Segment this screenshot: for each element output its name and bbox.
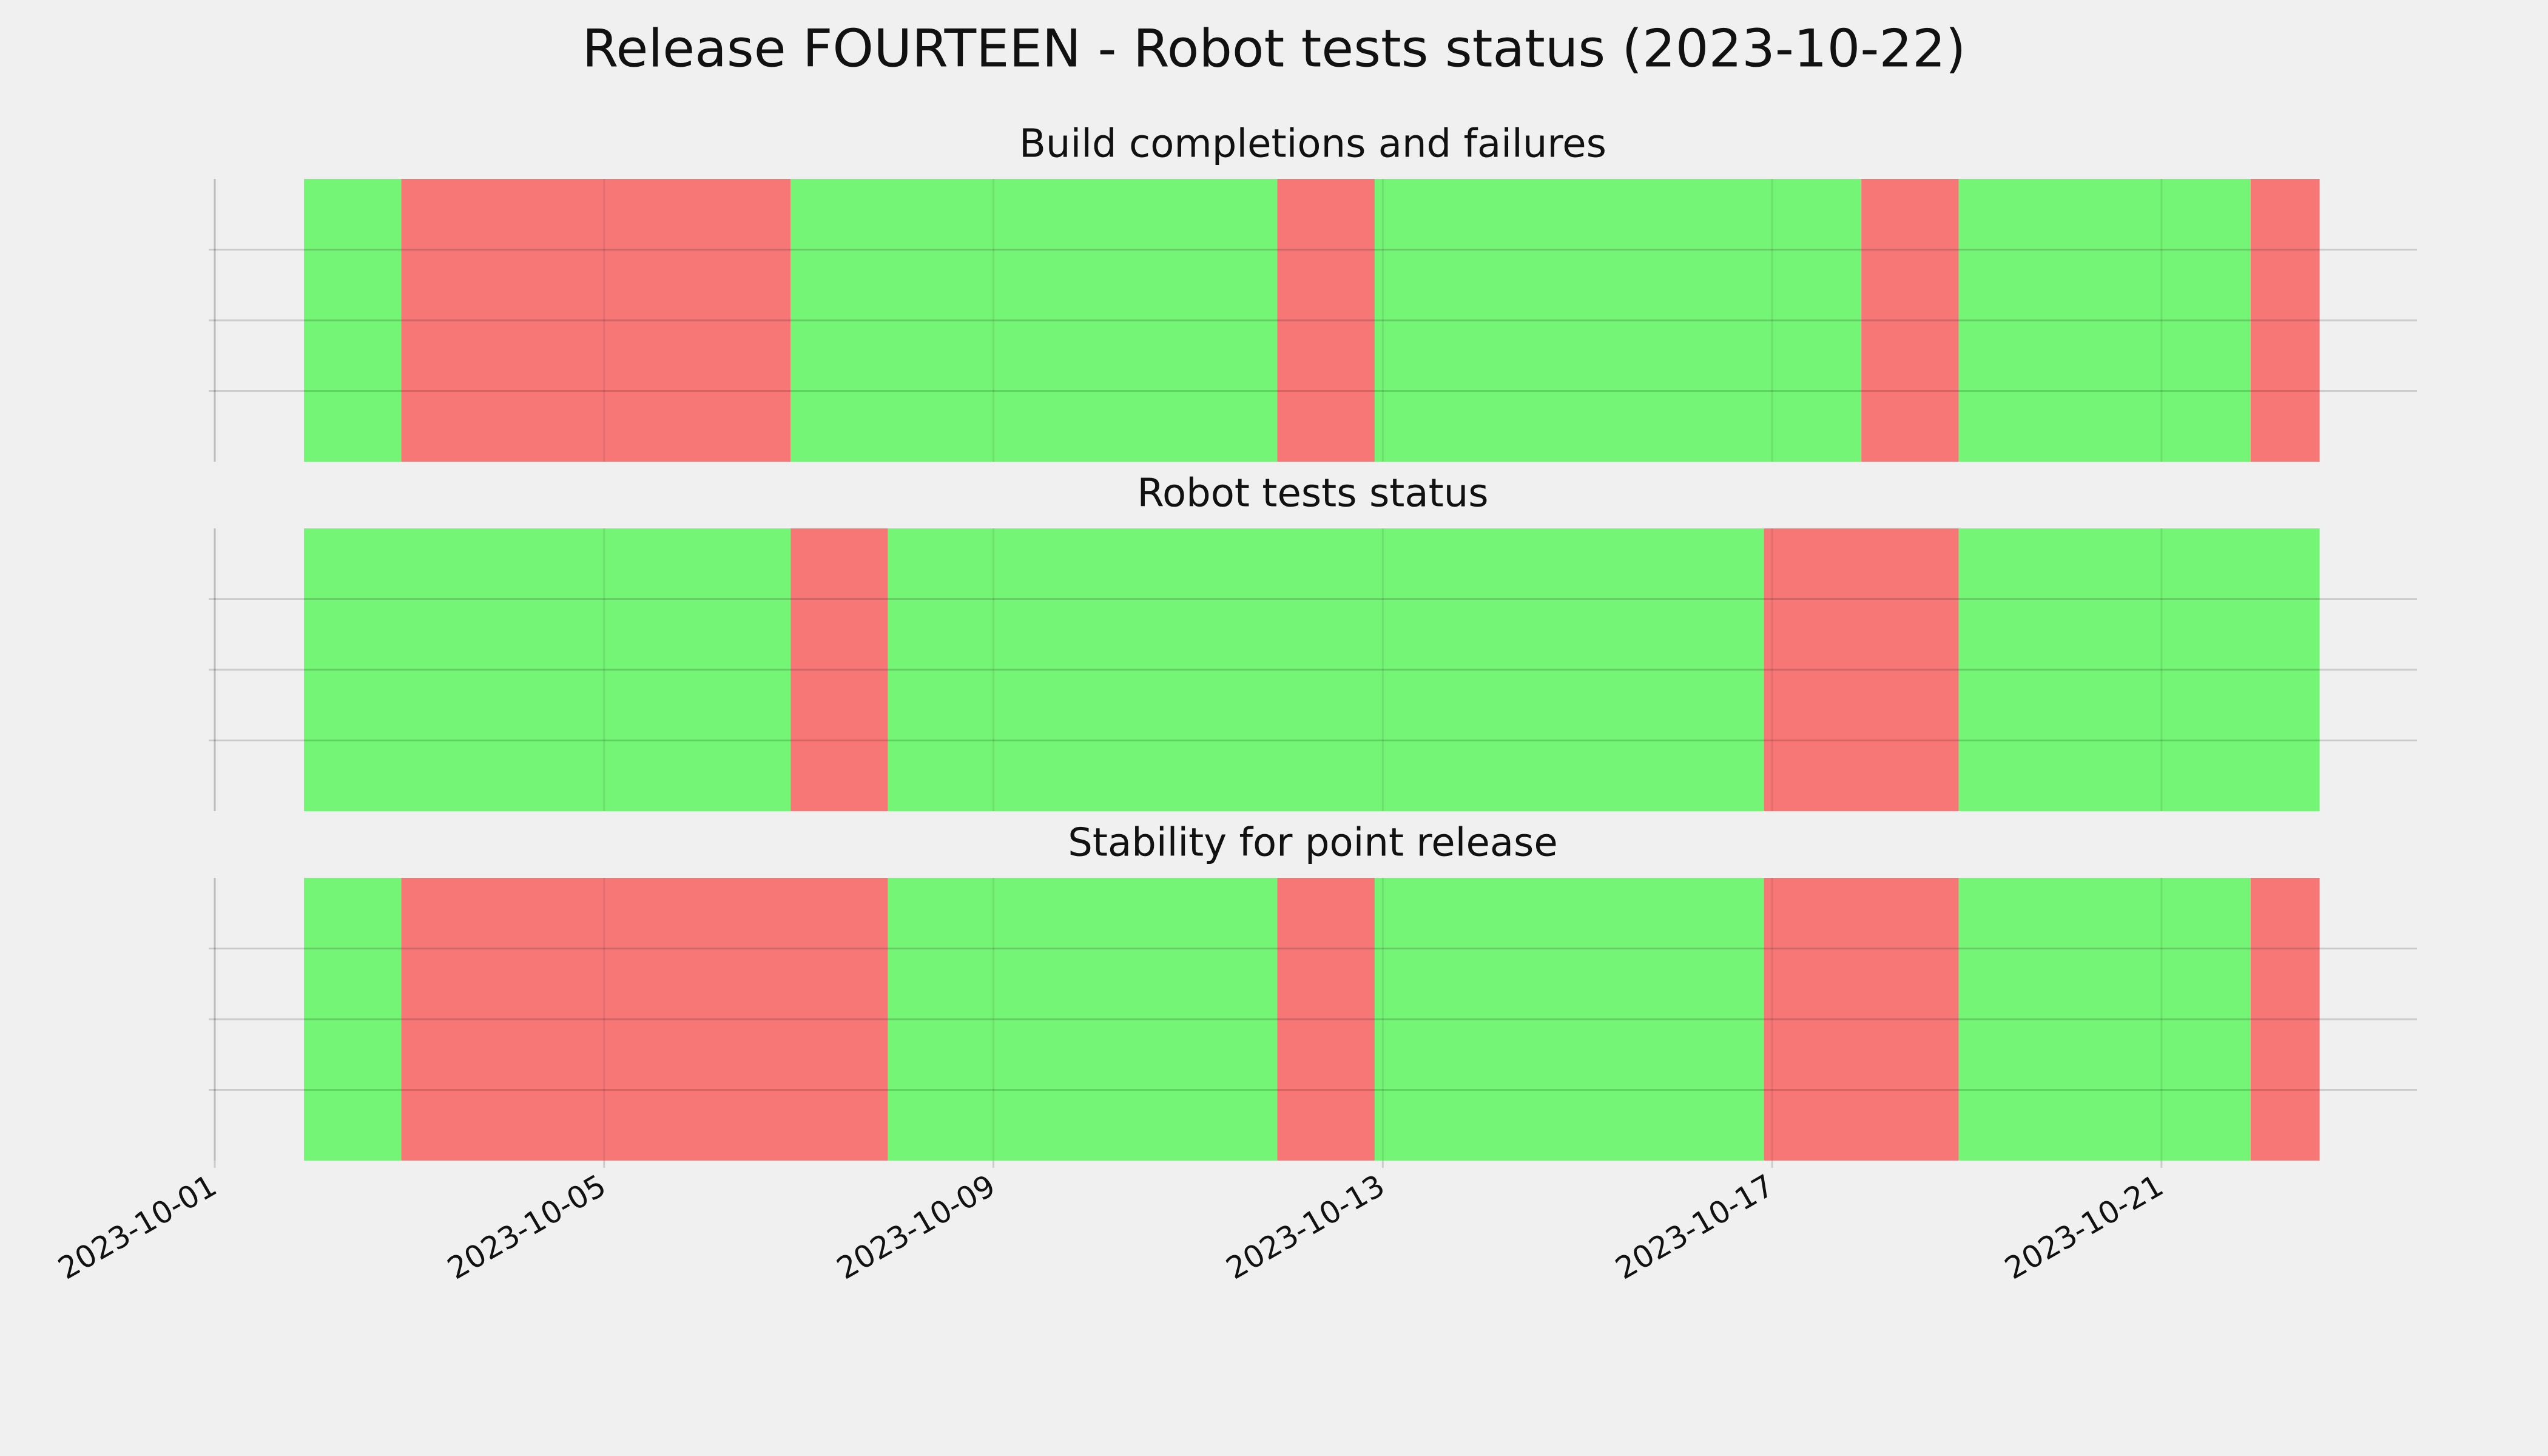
status-span <box>2250 179 2320 462</box>
status-span <box>1764 878 1959 1161</box>
status-span <box>2250 878 2320 1161</box>
panel-title: Stability for point release <box>1068 821 1558 866</box>
status-span <box>304 179 402 462</box>
status-span <box>1277 878 1375 1161</box>
status-span <box>888 528 1764 811</box>
status-span <box>1277 179 1375 462</box>
status-span <box>1764 528 1959 811</box>
status-span <box>304 528 791 811</box>
status-span <box>1958 179 2251 462</box>
status-span <box>1374 179 1862 462</box>
status-span <box>401 179 791 462</box>
panel-title: Build completions and failures <box>1019 122 1606 167</box>
status-span <box>1958 528 2320 811</box>
status-span <box>790 179 1278 462</box>
status-span <box>304 878 402 1161</box>
status-span <box>401 878 888 1161</box>
chart-title: Release FOURTEEN - Robot tests status (2… <box>582 18 1966 79</box>
status-span <box>1374 878 1764 1161</box>
status-span <box>888 878 1278 1161</box>
status-span <box>790 528 888 811</box>
status-span <box>1861 179 1959 462</box>
status-span <box>1958 878 2251 1161</box>
panel-title: Robot tests status <box>1137 471 1488 516</box>
